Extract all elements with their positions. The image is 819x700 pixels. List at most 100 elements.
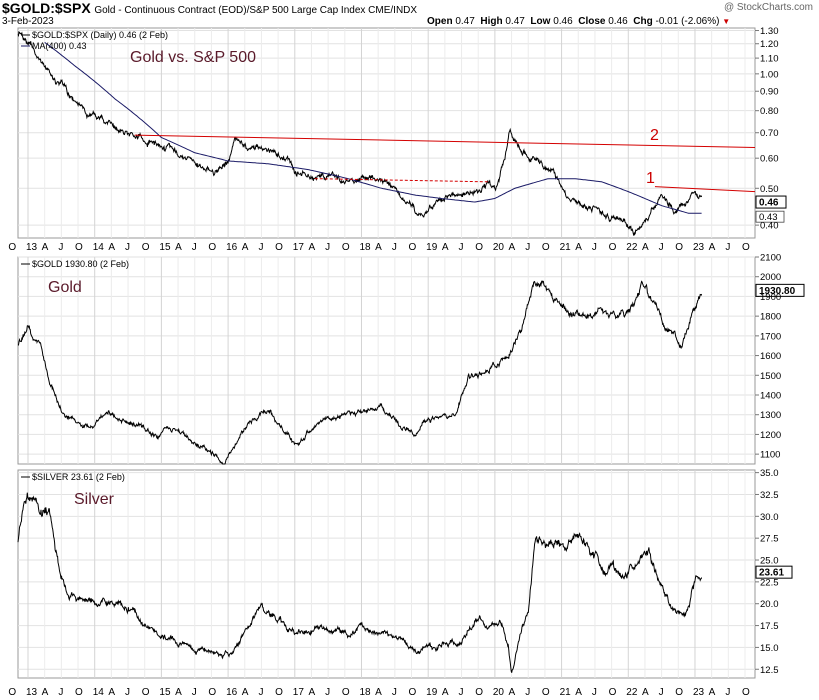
y-tick-label: 1100 bbox=[760, 450, 780, 461]
x-tick-label: 14 bbox=[93, 687, 105, 698]
x-tick-label: O bbox=[275, 687, 283, 698]
annotation-1: 1 bbox=[646, 170, 655, 187]
y-tick-label: 1500 bbox=[760, 371, 781, 382]
y-tick-label: 2000 bbox=[760, 272, 781, 283]
x-tick-label: A bbox=[709, 242, 716, 253]
y-tick-label: 32.5 bbox=[760, 490, 779, 501]
x-tick-label: O bbox=[475, 687, 483, 698]
panel-title: Gold bbox=[48, 279, 82, 296]
last-value-label: 23.61 bbox=[759, 568, 784, 579]
x-tick-label: J bbox=[258, 687, 263, 698]
x-tick-label: J bbox=[459, 687, 464, 698]
y-tick-label: 1.30 bbox=[760, 26, 779, 37]
y-tick-label: 1800 bbox=[760, 312, 781, 323]
last-value-label: 1930.80 bbox=[759, 286, 796, 297]
chart-date: 3-Feb-2023 bbox=[2, 16, 54, 27]
x-tick-label: 21 bbox=[560, 242, 572, 253]
x-tick-label: A bbox=[442, 687, 449, 698]
x-tick-label: O bbox=[542, 242, 550, 253]
y-tick-label: 0.70 bbox=[760, 128, 779, 139]
close-value: 0.46 bbox=[608, 16, 628, 27]
y-tick-label: 27.5 bbox=[760, 534, 779, 545]
x-tick-label: 19 bbox=[426, 687, 438, 698]
x-tick-label: A bbox=[108, 687, 115, 698]
x-tick-label: A bbox=[108, 242, 115, 253]
x-tick-label: O bbox=[542, 687, 550, 698]
x-tick-label: O bbox=[8, 242, 16, 253]
x-tick-label: 23 bbox=[693, 687, 705, 698]
y-tick-label: 12.5 bbox=[760, 665, 779, 676]
chart-header: $GOLD:$SPX Gold - Continuous Contract (E… bbox=[2, 0, 417, 16]
x-tick-label: J bbox=[525, 687, 530, 698]
x-tick-label: A bbox=[509, 687, 516, 698]
x-tick-label: 16 bbox=[226, 242, 238, 253]
x-tick-label: 22 bbox=[626, 687, 638, 698]
low-label: Low bbox=[530, 16, 551, 27]
x-tick-label: O bbox=[8, 687, 16, 698]
y-tick-label: 17.5 bbox=[760, 621, 779, 632]
x-tick-label: A bbox=[509, 242, 516, 253]
dropdown-triangle-icon[interactable]: ▼ bbox=[722, 17, 731, 26]
price-line bbox=[17, 31, 703, 236]
x-tick-label: 21 bbox=[560, 687, 572, 698]
x-tick-label: 15 bbox=[159, 687, 171, 698]
x-tick-label: 20 bbox=[493, 242, 505, 253]
x-tick-label: O bbox=[142, 687, 150, 698]
x-tick-label: O bbox=[208, 687, 216, 698]
x-tick-label: J bbox=[192, 242, 197, 253]
x-tick-label: O bbox=[409, 242, 417, 253]
y-tick-label: 15.0 bbox=[760, 643, 779, 654]
x-tick-label: O bbox=[742, 687, 750, 698]
x-tick-label: O bbox=[609, 687, 617, 698]
x-tick-label: A bbox=[575, 242, 582, 253]
high-value: 0.47 bbox=[505, 16, 525, 27]
x-tick-label: 16 bbox=[226, 687, 238, 698]
ma-value-box bbox=[755, 210, 785, 223]
x-tick-label: O bbox=[75, 687, 83, 698]
x-tick-label: 14 bbox=[93, 242, 105, 253]
panel-1 bbox=[17, 27, 787, 239]
x-tick-label: J bbox=[258, 242, 263, 253]
x-tick-label: A bbox=[42, 242, 49, 253]
symbol-description: Gold - Continuous Contract (EOD)/S&P 500… bbox=[94, 5, 418, 16]
symbol-label: $GOLD:$SPX bbox=[2, 0, 91, 16]
x-tick-label: 19 bbox=[426, 242, 438, 253]
price-line bbox=[17, 492, 703, 673]
close-label: Close bbox=[578, 16, 606, 27]
x-tick-label: 22 bbox=[626, 242, 638, 253]
x-tick-label: A bbox=[42, 687, 49, 698]
y-tick-label: 1200 bbox=[760, 430, 781, 441]
x-tick-label: J bbox=[659, 687, 664, 698]
y-tick-label: 1900 bbox=[760, 292, 781, 303]
panel-frame bbox=[17, 469, 756, 679]
x-tick-label: 17 bbox=[293, 242, 305, 253]
last-value-box bbox=[755, 565, 793, 579]
x-tick-label: O bbox=[409, 687, 417, 698]
x-tick-label: A bbox=[442, 242, 449, 253]
resistance-line-1 bbox=[654, 186, 756, 193]
panel-2 bbox=[17, 256, 805, 465]
x-tick-label: J bbox=[392, 687, 397, 698]
x-tick-label: 23 bbox=[693, 242, 705, 253]
y-tick-label: 0.40 bbox=[760, 221, 779, 232]
ma-400-line bbox=[44, 42, 702, 214]
x-tick-label: 18 bbox=[359, 687, 371, 698]
x-tick-label: J bbox=[192, 687, 197, 698]
y-tick-label: 0.80 bbox=[760, 106, 779, 117]
x-tick-label: O bbox=[208, 242, 216, 253]
x-tick-label: O bbox=[742, 242, 750, 253]
x-tick-label: A bbox=[242, 687, 249, 698]
high-label: High bbox=[480, 16, 503, 27]
x-tick-label: O bbox=[142, 242, 150, 253]
x-tick-label: J bbox=[725, 242, 730, 253]
x-tick-label: J bbox=[58, 687, 63, 698]
panel-frame bbox=[17, 256, 756, 465]
y-tick-label: 35.0 bbox=[760, 468, 779, 479]
x-tick-label: A bbox=[308, 242, 315, 253]
x-tick-label: 17 bbox=[293, 687, 305, 698]
panel-3 bbox=[17, 469, 793, 679]
y-tick-label: 1.10 bbox=[760, 54, 779, 65]
y-tick-label: 2100 bbox=[760, 253, 781, 264]
x-tick-label: 18 bbox=[359, 242, 371, 253]
x-tick-label: O bbox=[342, 687, 350, 698]
